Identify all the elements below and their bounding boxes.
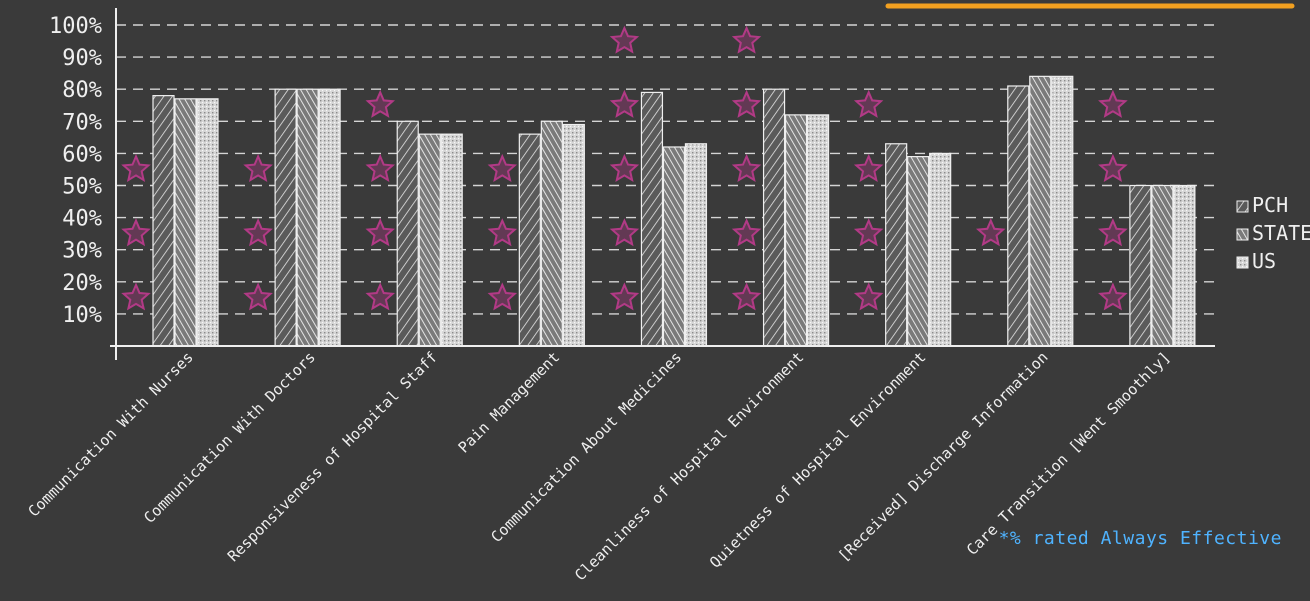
- star-icon: [609, 282, 640, 311]
- bar-state: [784, 114, 808, 347]
- x-tick-label: Responsiveness of Hospital Staff: [224, 348, 441, 565]
- y-tick-label: 100%: [49, 14, 102, 39]
- star-icon: [1098, 89, 1128, 118]
- star-icon: [121, 218, 151, 247]
- y-tick-label: 60%: [62, 142, 102, 167]
- star-icon: [243, 218, 273, 247]
- star-icon: [121, 282, 151, 311]
- bar-pch: [1007, 85, 1030, 347]
- star-icon: [609, 218, 640, 247]
- y-tick-label: 80%: [62, 78, 102, 103]
- bar-state: [1029, 75, 1052, 347]
- bar-state: [418, 133, 441, 347]
- bar-state: [907, 156, 930, 347]
- y-tick-label: 30%: [62, 239, 102, 264]
- star-icon: [609, 153, 640, 183]
- x-tick-label: Quietness of Hospital Environment: [706, 348, 929, 571]
- bar-pch: [396, 120, 419, 347]
- bar-us: [806, 114, 830, 347]
- x-tick-label: Pain Management: [455, 348, 564, 457]
- star-icon: [731, 153, 762, 183]
- star-icon: [365, 89, 396, 118]
- star-icon: [365, 282, 396, 311]
- bar-pch: [274, 88, 297, 347]
- bar-us: [929, 152, 952, 347]
- star-icon: [1098, 153, 1128, 183]
- star-icon: [487, 218, 518, 247]
- star-icon: [1098, 218, 1128, 247]
- bar-state: [540, 120, 563, 347]
- legend-swatch-us: [1236, 256, 1249, 269]
- legend-label-pch: PCH: [1252, 193, 1288, 217]
- bar-state: [1151, 184, 1174, 347]
- star-icon: [487, 282, 518, 311]
- star-icon: [365, 153, 396, 183]
- y-tick-label: 40%: [62, 207, 102, 232]
- bar-us: [440, 133, 463, 347]
- star-icon: [365, 218, 396, 247]
- bar-us: [1173, 184, 1196, 347]
- star-icon: [609, 25, 640, 54]
- legend-label-state: STATE: [1252, 221, 1310, 245]
- bar-state: [662, 146, 686, 347]
- star-icon: [243, 153, 273, 183]
- bar-pch: [152, 95, 175, 347]
- star-icon: [731, 282, 762, 311]
- bar-state: [174, 98, 197, 347]
- star-icon: [975, 218, 1006, 247]
- bar-state: [296, 88, 319, 347]
- y-tick-label: 50%: [62, 175, 102, 200]
- y-tick-label: 20%: [62, 271, 102, 296]
- bar-us: [562, 123, 585, 347]
- x-tick-label: Communication About Medicines: [487, 348, 685, 546]
- star-icon: [853, 153, 884, 183]
- bar-us: [684, 143, 708, 347]
- bar-us: [196, 98, 219, 347]
- y-tick-label: 70%: [62, 110, 102, 135]
- star-icon: [121, 153, 151, 183]
- footnote: *% rated Always Effective: [998, 528, 1282, 549]
- bar-pch: [762, 88, 786, 347]
- star-icon: [853, 282, 884, 311]
- y-tick-label: 90%: [62, 46, 102, 71]
- bar-pch: [885, 143, 908, 347]
- star-icon: [731, 218, 762, 247]
- legend-label-us: US: [1252, 249, 1276, 273]
- star-icon: [731, 89, 762, 118]
- x-tick-label: Cleanliness of Hospital Environment: [571, 348, 807, 584]
- star-icon: [487, 153, 518, 183]
- bar-us: [318, 88, 341, 347]
- bar-pch: [640, 91, 664, 347]
- bar-pch: [1129, 184, 1152, 347]
- legend-swatch-state: [1236, 228, 1249, 241]
- star-icon: [853, 89, 884, 118]
- legend-swatch-pch: [1236, 200, 1249, 213]
- y-tick-label: 10%: [62, 303, 102, 328]
- bar-us: [1051, 75, 1074, 347]
- star-icon: [243, 282, 273, 311]
- star-icon: [853, 218, 884, 247]
- star-icon: [731, 25, 762, 54]
- bar-pch: [518, 133, 541, 347]
- star-icon: [609, 89, 640, 118]
- star-icon: [1098, 282, 1128, 311]
